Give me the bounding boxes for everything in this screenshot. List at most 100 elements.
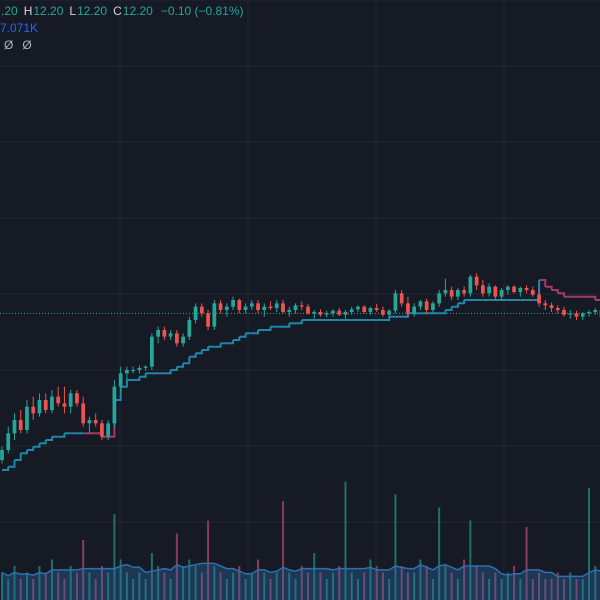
candle-body	[580, 313, 585, 317]
candle-body	[43, 400, 48, 410]
trailing-stop-segment	[201, 346, 210, 351]
candle-body	[75, 393, 79, 404]
candle-body	[37, 400, 42, 414]
trailing-stop-segment	[8, 460, 16, 468]
volume-bar	[269, 579, 272, 600]
candle	[593, 308, 598, 315]
candle	[418, 300, 423, 310]
volume-bar	[150, 553, 153, 600]
candle-body	[68, 393, 73, 407]
change-value: −0.10 (−0.81%)	[160, 4, 244, 18]
candle	[437, 290, 442, 307]
trailing-stop-segment	[39, 440, 47, 445]
volume-bar	[63, 579, 66, 600]
volume-bar	[525, 527, 528, 600]
volume-bar	[444, 566, 447, 600]
candle-body	[237, 300, 242, 310]
candle	[249, 300, 254, 310]
candle	[393, 290, 398, 314]
candle	[562, 306, 566, 317]
trailing-stop-segment	[133, 376, 141, 381]
volume-bar	[294, 579, 297, 600]
candle	[106, 420, 111, 440]
candle-body	[100, 423, 104, 437]
candle-body	[6, 433, 11, 450]
trailing-stop-segment	[295, 320, 303, 325]
candle	[349, 306, 354, 315]
candle-body	[143, 366, 148, 368]
volume-bar	[400, 566, 403, 600]
volume-bar	[107, 572, 110, 600]
trailing-stop-segment	[226, 340, 235, 345]
trailing-stop-segment	[251, 330, 259, 335]
candle-body	[343, 312, 348, 315]
candle	[512, 285, 516, 294]
candle	[505, 285, 510, 295]
trailing-stop-segment	[139, 373, 147, 378]
volume-bar	[232, 572, 235, 600]
candle	[549, 302, 554, 312]
volume-bar	[38, 566, 41, 600]
volume-bar	[88, 572, 91, 600]
candle	[100, 420, 104, 440]
candle-body	[530, 290, 535, 295]
chart-legend: .20 H 12.20 L 12.20 C 12.20 −0.10 (−0.81…	[0, 3, 244, 54]
volume-bar	[225, 579, 228, 600]
volume-bar	[450, 572, 453, 600]
candle	[449, 286, 454, 300]
candle	[462, 286, 466, 297]
candle-body	[62, 403, 67, 407]
volume-bar	[188, 559, 191, 600]
candle-body	[206, 313, 210, 327]
candle	[18, 410, 23, 434]
volume-bar	[32, 579, 35, 600]
candle-body	[0, 450, 4, 460]
candle	[368, 306, 373, 315]
trailing-stop-segment	[14, 453, 22, 461]
candle-body	[374, 308, 379, 310]
volume-bar	[300, 566, 303, 600]
high-label: H	[23, 4, 33, 18]
volume-bar	[431, 579, 434, 600]
trailing-stop-segment	[2, 466, 10, 471]
candle	[555, 305, 560, 314]
candle	[524, 285, 529, 294]
volume-bar	[531, 579, 534, 600]
candle-body	[587, 312, 591, 314]
candle	[224, 303, 229, 317]
trailing-stop-segment	[595, 299, 600, 301]
volume-bar	[13, 566, 16, 600]
candle	[156, 326, 160, 344]
volume-bar	[356, 579, 359, 600]
volume-bar	[250, 572, 253, 600]
volume-bar	[494, 572, 497, 600]
candle-body	[156, 330, 160, 337]
trailing-stop-segment	[451, 303, 459, 308]
candle	[537, 290, 541, 307]
trailing-stop-segment	[445, 306, 453, 311]
trailing-stop-segment	[557, 292, 565, 297]
volume-bar	[506, 572, 509, 600]
candle-body	[25, 406, 29, 430]
volume-bar	[581, 579, 584, 600]
volume-bar	[244, 579, 247, 600]
candle-body	[162, 330, 167, 337]
candle	[187, 316, 192, 340]
candle	[256, 300, 260, 314]
candle	[468, 274, 473, 297]
volume-bar	[132, 579, 135, 600]
volume-bar	[57, 572, 60, 600]
volume-bar	[50, 559, 53, 600]
candle	[43, 393, 48, 414]
candle	[125, 366, 129, 380]
volume-bar	[125, 572, 128, 600]
volume-bar	[307, 572, 309, 600]
volume-bar	[163, 572, 166, 600]
volume-bar	[394, 494, 397, 600]
indicator-legend: Ø Ø	[4, 37, 244, 54]
trailing-stop-segment	[176, 363, 185, 368]
candle	[237, 298, 242, 314]
candle	[168, 330, 173, 340]
trailing-stop-segment	[164, 370, 172, 375]
